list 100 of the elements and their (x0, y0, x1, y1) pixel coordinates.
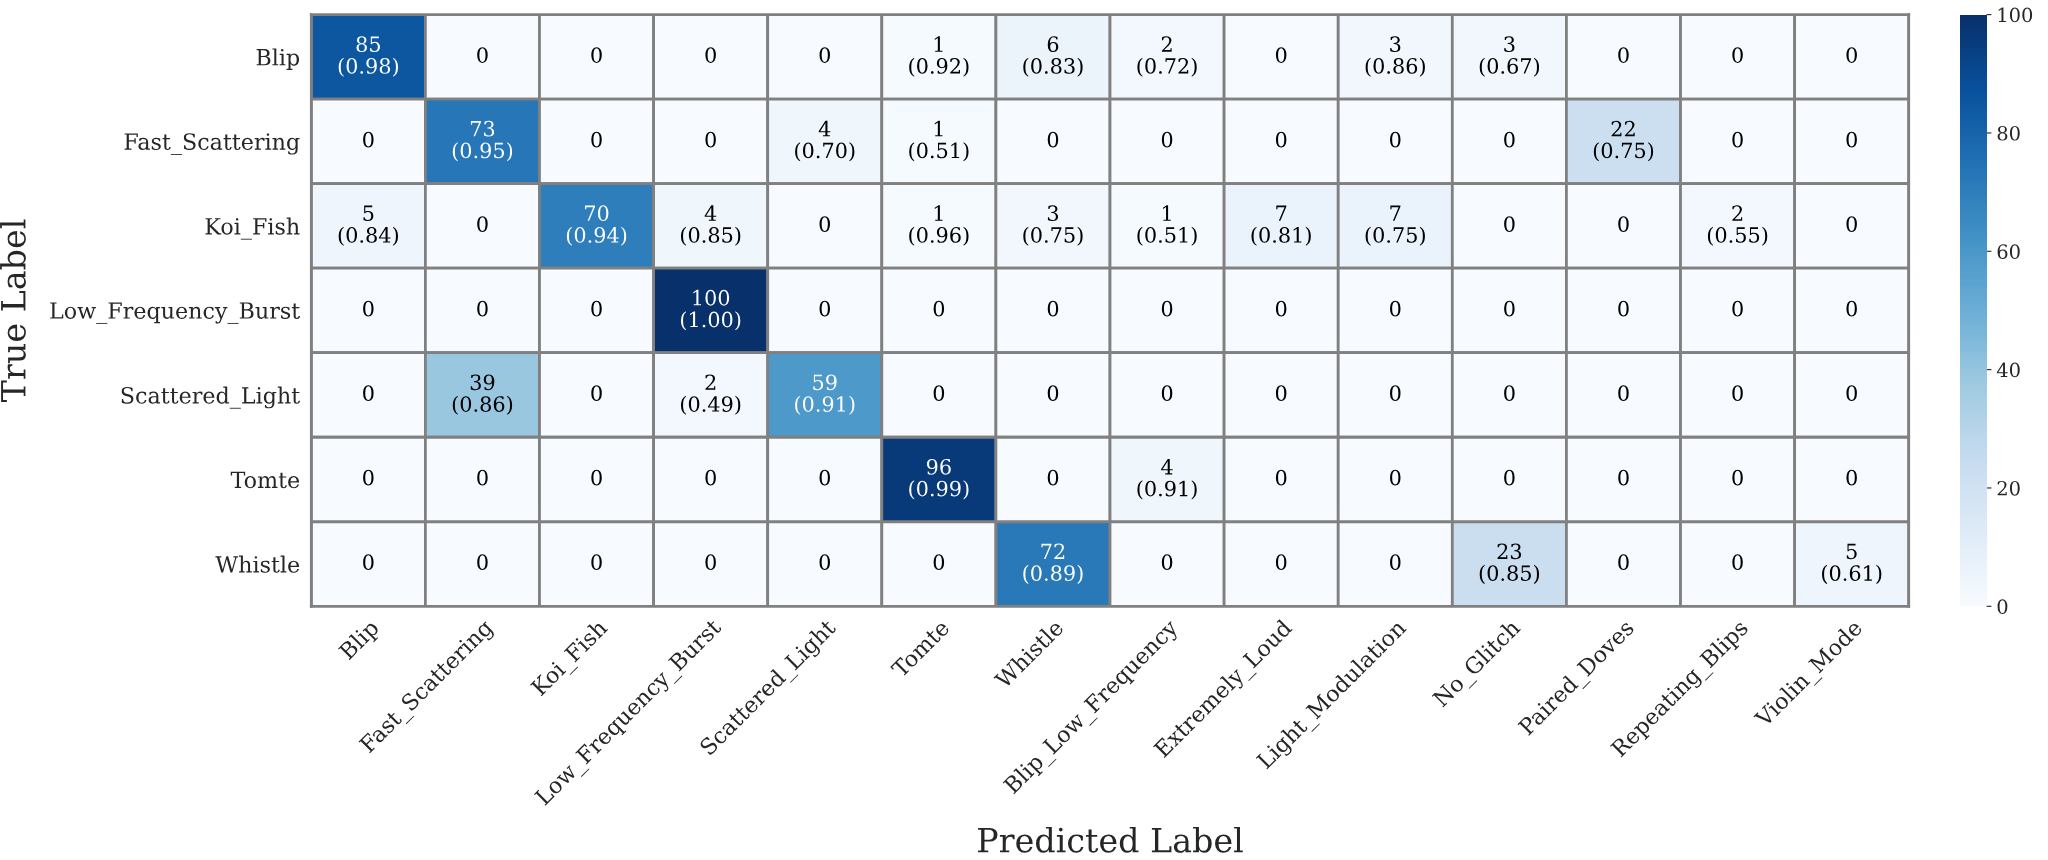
data-label: 0 (1846, 300, 1857, 317)
data-label: 3 (0.67) (1479, 36, 1540, 77)
data-label: 0 (1618, 300, 1629, 317)
data-label: 0 (1732, 385, 1743, 402)
data-label: 59 (0.91) (795, 374, 855, 415)
data-label: 0 (1732, 300, 1743, 317)
data-label: 0 (819, 469, 830, 486)
data-label: 0 (1390, 131, 1401, 148)
data-label: 0 (591, 131, 602, 148)
color-bar-label: 20 (1997, 480, 2020, 496)
data-label: 0 (363, 385, 374, 402)
data-label: 0 (819, 216, 830, 232)
data-label: 0 (1846, 385, 1857, 402)
data-label: 0 (1161, 131, 1173, 148)
data-label: 5 (0.61) (1822, 543, 1882, 584)
data-label: 0 (1732, 47, 1743, 63)
data-label: 0 (1161, 385, 1173, 402)
data-label: 0 (933, 554, 945, 571)
data-label: 4 (0.85) (680, 205, 741, 246)
data-label: 3 (0.86) (1365, 36, 1425, 77)
y-tick-label: Koi_Fish (205, 217, 300, 240)
y-tick-label: Low_Frequency_Burst (50, 302, 301, 324)
color-bar-label: 60 (1997, 244, 2020, 259)
color-bar-label: 100 (1998, 7, 2033, 23)
data-label: 2 (0.72) (1137, 36, 1197, 77)
y-tick-label: Blip (256, 48, 300, 70)
data-label: 0 (591, 385, 602, 402)
data-label: 0 (1504, 469, 1515, 486)
data-label: 70 (0.94) (566, 205, 627, 246)
data-label: 0 (1275, 300, 1287, 317)
data-label: 0 (705, 554, 716, 571)
data-label: 0 (477, 554, 488, 571)
data-label: 0 (1618, 216, 1629, 232)
data-label: 72 (0.89) (1023, 543, 1083, 584)
data-label: 0 (1504, 131, 1515, 148)
data-label: 0 (819, 300, 830, 317)
data-label: 0 (705, 469, 716, 486)
data-label: 0 (819, 554, 830, 571)
data-label: 0 (705, 47, 716, 63)
data-label: 0 (1275, 47, 1287, 63)
data-label: 0 (1390, 469, 1401, 486)
data-label: 0 (1390, 554, 1401, 571)
data-label: 96 (0.99) (909, 458, 969, 500)
data-label: 100 (1.00) (680, 289, 741, 331)
data-label: 0 (477, 469, 488, 486)
data-label: 0 (1732, 554, 1743, 571)
data-label: 0 (1275, 469, 1287, 486)
data-label: 0 (363, 554, 374, 571)
data-label: 3 (0.75) (1023, 205, 1083, 246)
data-label: 0 (1390, 300, 1401, 317)
data-label: 0 (477, 300, 488, 317)
y-tick-label: Scattered_Light (121, 386, 301, 409)
color-bar-label: 0 (1997, 599, 2008, 614)
data-label: 4 (0.70) (795, 120, 855, 162)
data-label: 0 (477, 216, 488, 232)
data-label: 0 (1161, 554, 1173, 571)
data-label: 0 (1618, 554, 1629, 571)
data-label: 2 (0.55) (1707, 205, 1768, 246)
data-label: 0 (1846, 469, 1857, 486)
data-label: 1 (0.96) (909, 205, 969, 246)
data-label: 22 (0.75) (1593, 120, 1654, 162)
data-label: 0 (363, 131, 374, 148)
data-label: 73 (0.95) (452, 120, 513, 162)
color-bar-label: 40 (1996, 362, 2020, 378)
data-label: 1 (0.51) (1137, 205, 1197, 246)
data-label: 0 (591, 554, 602, 571)
data-label: 0 (591, 47, 602, 63)
y-tick-label: Fast_Scattering (124, 133, 300, 155)
data-label: 0 (819, 47, 830, 63)
color-bar-label: 80 (1997, 125, 2020, 141)
data-label: 4 (0.91) (1137, 458, 1197, 500)
data-label: 7 (0.75) (1365, 205, 1425, 246)
data-label: 0 (1047, 469, 1059, 486)
data-label: 0 (363, 300, 374, 317)
data-label: 85 (0.98) (338, 36, 399, 77)
data-label: 0 (591, 469, 602, 486)
data-label: 0 (591, 300, 602, 317)
y-tick-label: Tomte (230, 471, 300, 489)
data-label: 0 (1504, 216, 1515, 232)
data-label: 1 (0.92) (909, 36, 969, 77)
data-label: 39 (0.86) (452, 374, 513, 415)
data-label: 7 (0.81) (1251, 205, 1311, 246)
data-label: 0 (1618, 47, 1629, 63)
data-label: 0 (1846, 131, 1857, 148)
data-label: 0 (1732, 469, 1743, 486)
data-label: 0 (1275, 131, 1287, 148)
data-label: 0 (363, 469, 374, 486)
data-label: 6 (0.83) (1023, 36, 1083, 77)
x-axis-title: Predicted Label (978, 826, 1243, 853)
data-label: 0 (1732, 131, 1743, 148)
data-label: 0 (1161, 300, 1173, 317)
data-label: 0 (1846, 47, 1857, 63)
data-label: 0 (1047, 131, 1059, 148)
data-label: 0 (1275, 385, 1287, 402)
data-label: 0 (1618, 385, 1629, 402)
data-label: 0 (1846, 216, 1857, 232)
data-label: 0 (933, 300, 945, 317)
data-label: 0 (1618, 469, 1629, 486)
data-label: 1 (0.51) (909, 120, 969, 162)
data-label: 0 (1275, 554, 1287, 571)
